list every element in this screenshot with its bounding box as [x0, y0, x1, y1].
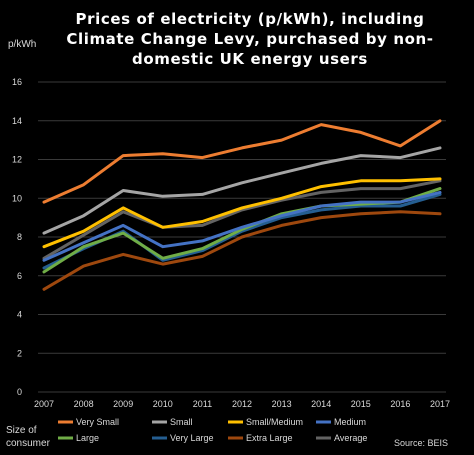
x-tick-label: 2009 — [113, 399, 133, 409]
y-axis-unit-label: p/kWh — [8, 39, 36, 50]
chart-title-line-1: Prices of electricity (p/kWh), including — [75, 10, 425, 28]
legend-label: Small — [170, 417, 193, 427]
legend-label: Small/Medium — [246, 417, 303, 427]
y-tick-label: 4 — [17, 310, 22, 320]
x-tick-label: 2016 — [390, 399, 410, 409]
series-line-small — [42, 146, 442, 235]
series-line-small-medium — [42, 177, 442, 249]
y-axis-ticks: 0 2 4 6 8 10 12 14 16 — [12, 77, 22, 397]
y-tick-label: 8 — [17, 232, 22, 242]
y-tick-label: 12 — [12, 155, 22, 165]
gridlines — [38, 81, 446, 393]
chart-title-line-2: Climate Change Levy, purchased by non- — [66, 30, 434, 48]
x-tick-label: 2007 — [34, 399, 54, 409]
series-line-medium — [42, 190, 442, 262]
series-line-extra-large — [42, 210, 442, 291]
x-tick-label: 2008 — [74, 399, 94, 409]
y-tick-label: 10 — [12, 193, 22, 203]
legend-label: Medium — [334, 417, 366, 427]
y-tick-label: 0 — [17, 387, 22, 397]
y-tick-label: 6 — [17, 271, 22, 281]
x-tick-label: 2014 — [311, 399, 331, 409]
series-line-very-large — [42, 192, 442, 270]
y-tick-label: 16 — [12, 77, 22, 87]
x-tick-label: 2012 — [232, 399, 252, 409]
x-tick-label: 2017 — [430, 399, 450, 409]
y-tick-label: 2 — [17, 348, 22, 358]
legend-label: Very Small — [76, 417, 119, 427]
y-tick-label: 14 — [12, 116, 22, 126]
series-line-very-small — [42, 119, 442, 204]
legend-label: Large — [76, 433, 99, 443]
x-tick-label: 2011 — [193, 399, 212, 409]
legend-label: Average — [334, 433, 367, 443]
legend-label: Extra Large — [246, 433, 293, 443]
x-axis-ticks: 2007 2008 2009 2010 2011 2012 2013 2014 2015 2016… — [34, 399, 450, 409]
x-tick-label: 2015 — [351, 399, 371, 409]
x-tick-label: 2010 — [153, 399, 173, 409]
source-note: Source: BEIS — [394, 438, 448, 448]
x-tick-label: 2013 — [272, 399, 292, 409]
legend: Very Small Small Small/Medium Medium Large Ve… — [58, 417, 367, 443]
legend-label: Very Large — [170, 433, 214, 443]
chart-title-line-3: domestic UK energy users — [132, 50, 368, 68]
x-axis-label-line-2: consumer — [6, 438, 51, 449]
series-line-average — [42, 179, 442, 260]
x-axis-label-line-1: Size of — [6, 425, 37, 436]
series-lines — [42, 119, 442, 291]
